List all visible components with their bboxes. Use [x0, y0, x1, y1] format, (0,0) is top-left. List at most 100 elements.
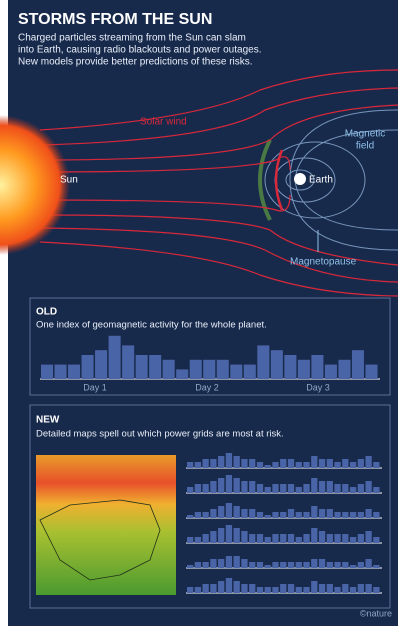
- region-bar: [210, 509, 217, 518]
- region-bar: [311, 456, 318, 468]
- region-bar: [349, 587, 357, 593]
- region-bar: [349, 565, 357, 568]
- activity-bar: [149, 355, 162, 379]
- region-bar: [287, 459, 295, 468]
- region-bar: [287, 509, 295, 518]
- region-bar: [225, 525, 233, 543]
- region-bar: [311, 506, 318, 518]
- region-bar: [233, 456, 240, 468]
- region-bar: [295, 537, 302, 543]
- region-bar: [365, 456, 372, 468]
- region-bar: [272, 587, 279, 593]
- region-bar: [241, 459, 248, 468]
- region-bar: [272, 484, 279, 493]
- region-bar: [326, 562, 333, 568]
- region-bar: [373, 462, 380, 468]
- region-bar: [241, 509, 248, 518]
- region-bar: [342, 534, 349, 543]
- region-bar: [365, 481, 372, 493]
- region-bar: [272, 512, 279, 518]
- region-bar: [210, 531, 217, 543]
- region-bar: [295, 587, 302, 593]
- activity-bar: [95, 350, 108, 379]
- region-bar: [233, 528, 240, 543]
- region-bar: [357, 512, 364, 518]
- activity-bar: [243, 364, 256, 379]
- region-bar: [318, 481, 326, 493]
- activity-bar: [311, 355, 324, 379]
- activity-bar: [365, 364, 378, 379]
- region-bar: [202, 584, 209, 593]
- region-bar: [210, 559, 217, 568]
- region-bar: [295, 487, 302, 493]
- magnetic-field-label: field: [356, 141, 374, 152]
- region-bar: [342, 562, 349, 568]
- activity-bar: [270, 350, 283, 379]
- region-bar: [373, 565, 380, 568]
- subtitle: New models provide better predictions of…: [18, 57, 253, 68]
- credit: ©nature: [360, 608, 392, 618]
- region-bar: [326, 534, 333, 543]
- region-bar: [241, 531, 248, 543]
- region-bar: [241, 559, 248, 568]
- region-bar: [256, 534, 264, 543]
- region-bar: [357, 484, 364, 493]
- day-label: Day 3: [306, 382, 330, 392]
- region-bar: [365, 584, 372, 593]
- region-bar: [264, 487, 271, 493]
- region-bar: [357, 584, 364, 593]
- region-bar: [342, 484, 349, 493]
- region-bar: [264, 515, 271, 518]
- region-bar: [303, 587, 310, 593]
- region-bar: [295, 462, 302, 468]
- region-bar: [218, 478, 225, 493]
- region-bar: [194, 537, 202, 543]
- region-bar: [187, 565, 194, 568]
- region-bar: [233, 581, 240, 593]
- region-bar: [349, 537, 357, 543]
- earth: [294, 173, 306, 185]
- region-bar: [287, 484, 295, 493]
- region-bar: [311, 528, 318, 543]
- magnetic-field-label: Magnetic: [345, 129, 386, 140]
- region-bar: [303, 462, 310, 468]
- activity-bar: [338, 359, 351, 379]
- region-bar: [225, 578, 233, 593]
- solar-wind-lines: [39, 69, 399, 297]
- region-bar: [202, 534, 209, 543]
- subtitle: into Earth, causing radio blackouts and …: [18, 45, 262, 56]
- region-bar: [373, 487, 380, 493]
- region-bar: [264, 465, 271, 468]
- region-bar: [210, 584, 217, 593]
- activity-bar: [68, 364, 81, 379]
- region-bar: [342, 459, 349, 468]
- region-bar: [318, 459, 326, 468]
- region-bar: [287, 562, 295, 568]
- region-bar: [365, 509, 372, 518]
- activity-bar: [257, 345, 270, 379]
- old-text: One index of geomagnetic activity for th…: [36, 320, 267, 331]
- region-bar: [311, 478, 318, 493]
- region-bar: [318, 559, 326, 568]
- region-bar: [326, 509, 333, 518]
- region-bar: [373, 537, 380, 543]
- region-bar: [295, 562, 302, 568]
- region-bar: [187, 462, 194, 468]
- region-bar: [349, 487, 357, 493]
- region-bar: [365, 531, 372, 543]
- region-bar: [280, 484, 287, 493]
- region-bar: [194, 562, 202, 568]
- region-bar: [334, 587, 341, 593]
- region-bar: [249, 562, 256, 568]
- region-bar: [233, 478, 240, 493]
- region-bar: [218, 528, 225, 543]
- region-bar: [264, 537, 271, 543]
- region-bar: [318, 584, 326, 593]
- region-bar: [342, 512, 349, 518]
- region-bar: [318, 509, 326, 518]
- region-bar: [264, 565, 271, 568]
- region-bar: [249, 534, 256, 543]
- earth-label: Earth: [309, 175, 333, 186]
- activity-bar: [176, 369, 189, 379]
- region-bar: [194, 484, 202, 493]
